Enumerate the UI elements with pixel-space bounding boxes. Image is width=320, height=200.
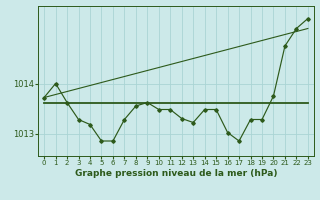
- X-axis label: Graphe pression niveau de la mer (hPa): Graphe pression niveau de la mer (hPa): [75, 169, 277, 178]
